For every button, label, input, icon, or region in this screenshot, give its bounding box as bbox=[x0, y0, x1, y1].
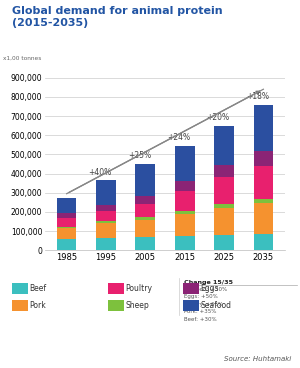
Text: +24%: +24% bbox=[167, 133, 190, 142]
Bar bbox=[175, 236, 194, 250]
Text: +18%: +18% bbox=[246, 92, 269, 101]
Bar bbox=[175, 146, 194, 181]
Bar bbox=[57, 218, 76, 227]
Bar bbox=[96, 222, 116, 223]
Bar bbox=[136, 220, 155, 237]
Bar bbox=[214, 208, 234, 235]
Text: Pork: Pork bbox=[29, 301, 46, 310]
Text: Poultry: Poultry bbox=[125, 284, 152, 293]
Text: Eggs: Eggs bbox=[200, 284, 219, 293]
Bar bbox=[175, 214, 194, 236]
Bar bbox=[254, 234, 273, 250]
Bar bbox=[254, 199, 273, 203]
Text: +40%: +40% bbox=[88, 168, 112, 177]
Text: x1,00 tonnes: x1,00 tonnes bbox=[3, 56, 41, 61]
Bar bbox=[254, 166, 273, 199]
Text: +25%: +25% bbox=[128, 151, 151, 160]
Text: Sheep: Sheep bbox=[125, 301, 149, 310]
Bar bbox=[175, 191, 194, 211]
Text: Seafood: +30%
Eggs: +50%
Poultry: +65%
Pork: +35%
Beef: +30%: Seafood: +30% Eggs: +50% Poultry: +65% P… bbox=[184, 287, 228, 322]
Bar bbox=[57, 198, 76, 213]
Bar bbox=[57, 227, 76, 228]
Text: Source: Huhtamaki: Source: Huhtamaki bbox=[224, 357, 291, 362]
Text: Global demand for animal protein
(2015-2035): Global demand for animal protein (2015-2… bbox=[12, 6, 223, 28]
Bar bbox=[96, 211, 116, 222]
Bar bbox=[136, 204, 155, 217]
Bar bbox=[175, 181, 194, 191]
Bar bbox=[96, 223, 116, 238]
Bar bbox=[96, 205, 116, 211]
Bar bbox=[96, 180, 116, 205]
Bar bbox=[214, 235, 234, 250]
Bar bbox=[214, 177, 234, 204]
Bar bbox=[214, 204, 234, 208]
Text: Beef: Beef bbox=[29, 284, 46, 293]
Text: Seafood: Seafood bbox=[200, 301, 231, 310]
Bar bbox=[136, 237, 155, 250]
Text: +20%: +20% bbox=[207, 113, 230, 122]
Bar bbox=[136, 197, 155, 204]
Bar bbox=[254, 203, 273, 234]
Text: Change 15/35: Change 15/35 bbox=[184, 280, 233, 285]
Bar bbox=[175, 211, 194, 214]
Bar bbox=[96, 238, 116, 250]
Bar bbox=[214, 125, 234, 165]
Bar bbox=[57, 239, 76, 250]
Bar bbox=[136, 217, 155, 220]
Bar bbox=[254, 151, 273, 166]
Bar bbox=[136, 164, 155, 197]
Bar bbox=[254, 105, 273, 151]
Bar bbox=[214, 165, 234, 177]
Bar bbox=[57, 228, 76, 239]
Bar bbox=[57, 213, 76, 218]
